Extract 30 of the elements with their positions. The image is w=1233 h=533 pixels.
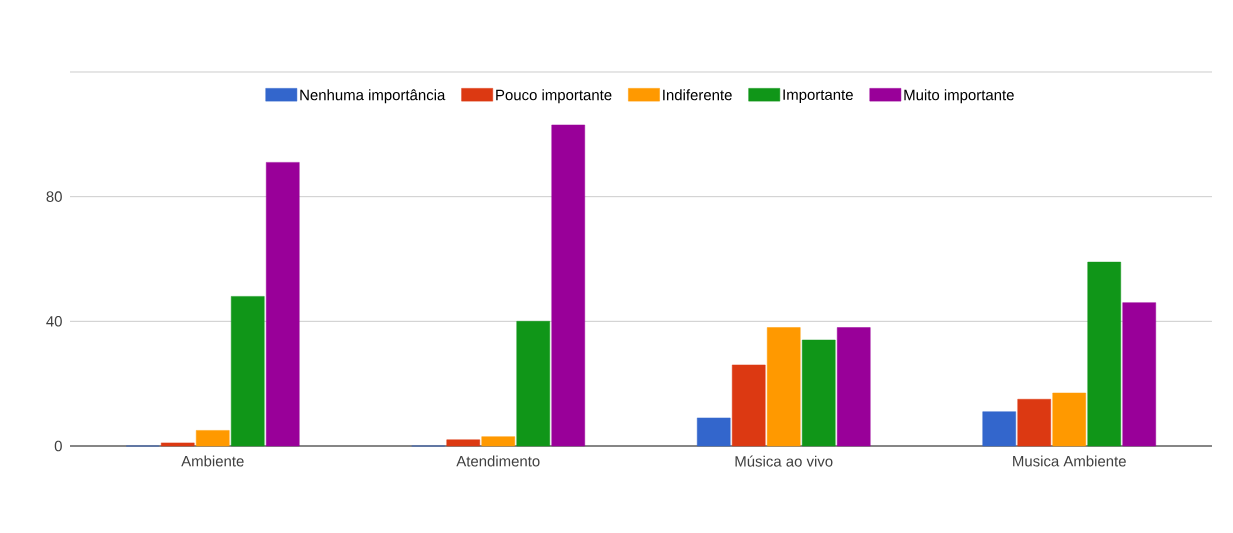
legend-label: Muito importante bbox=[904, 89, 1014, 104]
y-tick-label: 80 bbox=[46, 191, 62, 202]
bar bbox=[446, 439, 480, 447]
bar bbox=[231, 296, 265, 447]
bar bbox=[1087, 261, 1121, 447]
bar bbox=[731, 364, 766, 447]
legend-label: Importante bbox=[783, 89, 853, 103]
bar bbox=[196, 430, 230, 447]
y-tick-label: 40 bbox=[46, 316, 62, 327]
bar bbox=[982, 411, 1016, 447]
legend-label: Indiferente bbox=[663, 89, 732, 101]
bar bbox=[1017, 399, 1051, 447]
bar bbox=[551, 124, 585, 447]
bar bbox=[696, 417, 731, 447]
legend-label: Pouco importante bbox=[496, 89, 612, 104]
bar bbox=[801, 339, 836, 447]
bar bbox=[516, 321, 550, 447]
y-tick-label: 0 bbox=[54, 440, 62, 452]
legend-label: Nenhuma importância bbox=[300, 89, 446, 104]
bar bbox=[266, 162, 300, 447]
x-tick-label: Ambiente bbox=[181, 455, 244, 467]
bar bbox=[1052, 392, 1086, 447]
bar bbox=[161, 442, 195, 447]
x-tick-label: Atendimento bbox=[456, 455, 540, 467]
bar bbox=[836, 327, 871, 447]
x-tick-label: Música ao vivo bbox=[735, 455, 833, 467]
bar bbox=[766, 327, 801, 447]
bar bbox=[481, 436, 515, 447]
bar bbox=[1122, 302, 1156, 447]
x-tick-label: Musica Ambiente bbox=[1013, 455, 1126, 467]
